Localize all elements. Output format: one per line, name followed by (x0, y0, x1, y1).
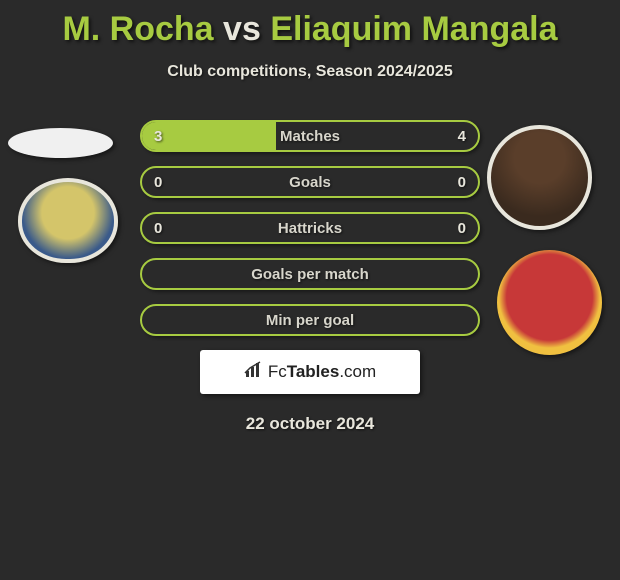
fctables-logo: FcTables.com (200, 350, 420, 394)
logo-prefix: Fc (268, 362, 287, 381)
vs-text: vs (223, 10, 261, 48)
stat-label: Matches (280, 128, 340, 145)
stat-value-right: 0 (458, 214, 466, 242)
stat-value-right: 4 (458, 122, 466, 150)
player1-avatar (8, 128, 113, 158)
stat-label: Goals per match (251, 266, 369, 283)
stat-label: Hattricks (278, 220, 342, 237)
player2-club-crest (497, 250, 602, 355)
stat-value-left: 0 (154, 214, 162, 242)
date-text: 22 october 2024 (140, 414, 480, 434)
stat-row-matches: 3 Matches 4 (140, 120, 480, 152)
stat-row-hattricks: 0 Hattricks 0 (140, 212, 480, 244)
page-title: M. Rocha vs Eliaquim Mangala (0, 0, 620, 49)
player1-name: M. Rocha (62, 10, 213, 48)
logo-text: FcTables.com (268, 362, 376, 382)
stat-label: Goals (289, 174, 331, 191)
player2-name: Eliaquim Mangala (270, 10, 557, 48)
stat-value-left: 3 (154, 122, 162, 150)
stat-row-min-per-goal: Min per goal (140, 304, 480, 336)
stats-container: 3 Matches 4 0 Goals 0 0 Hattricks 0 Goal… (140, 120, 480, 434)
stat-value-right: 0 (458, 168, 466, 196)
logo-bold: Tables (287, 362, 340, 381)
stat-row-goals: 0 Goals 0 (140, 166, 480, 198)
stat-label: Min per goal (266, 312, 354, 329)
stat-value-left: 0 (154, 168, 162, 196)
chart-icon (244, 361, 264, 384)
logo-suffix: .com (339, 362, 376, 381)
player1-club-crest (18, 178, 118, 263)
subtitle: Club competitions, Season 2024/2025 (0, 63, 620, 81)
player2-avatar (487, 125, 592, 230)
stat-row-goals-per-match: Goals per match (140, 258, 480, 290)
